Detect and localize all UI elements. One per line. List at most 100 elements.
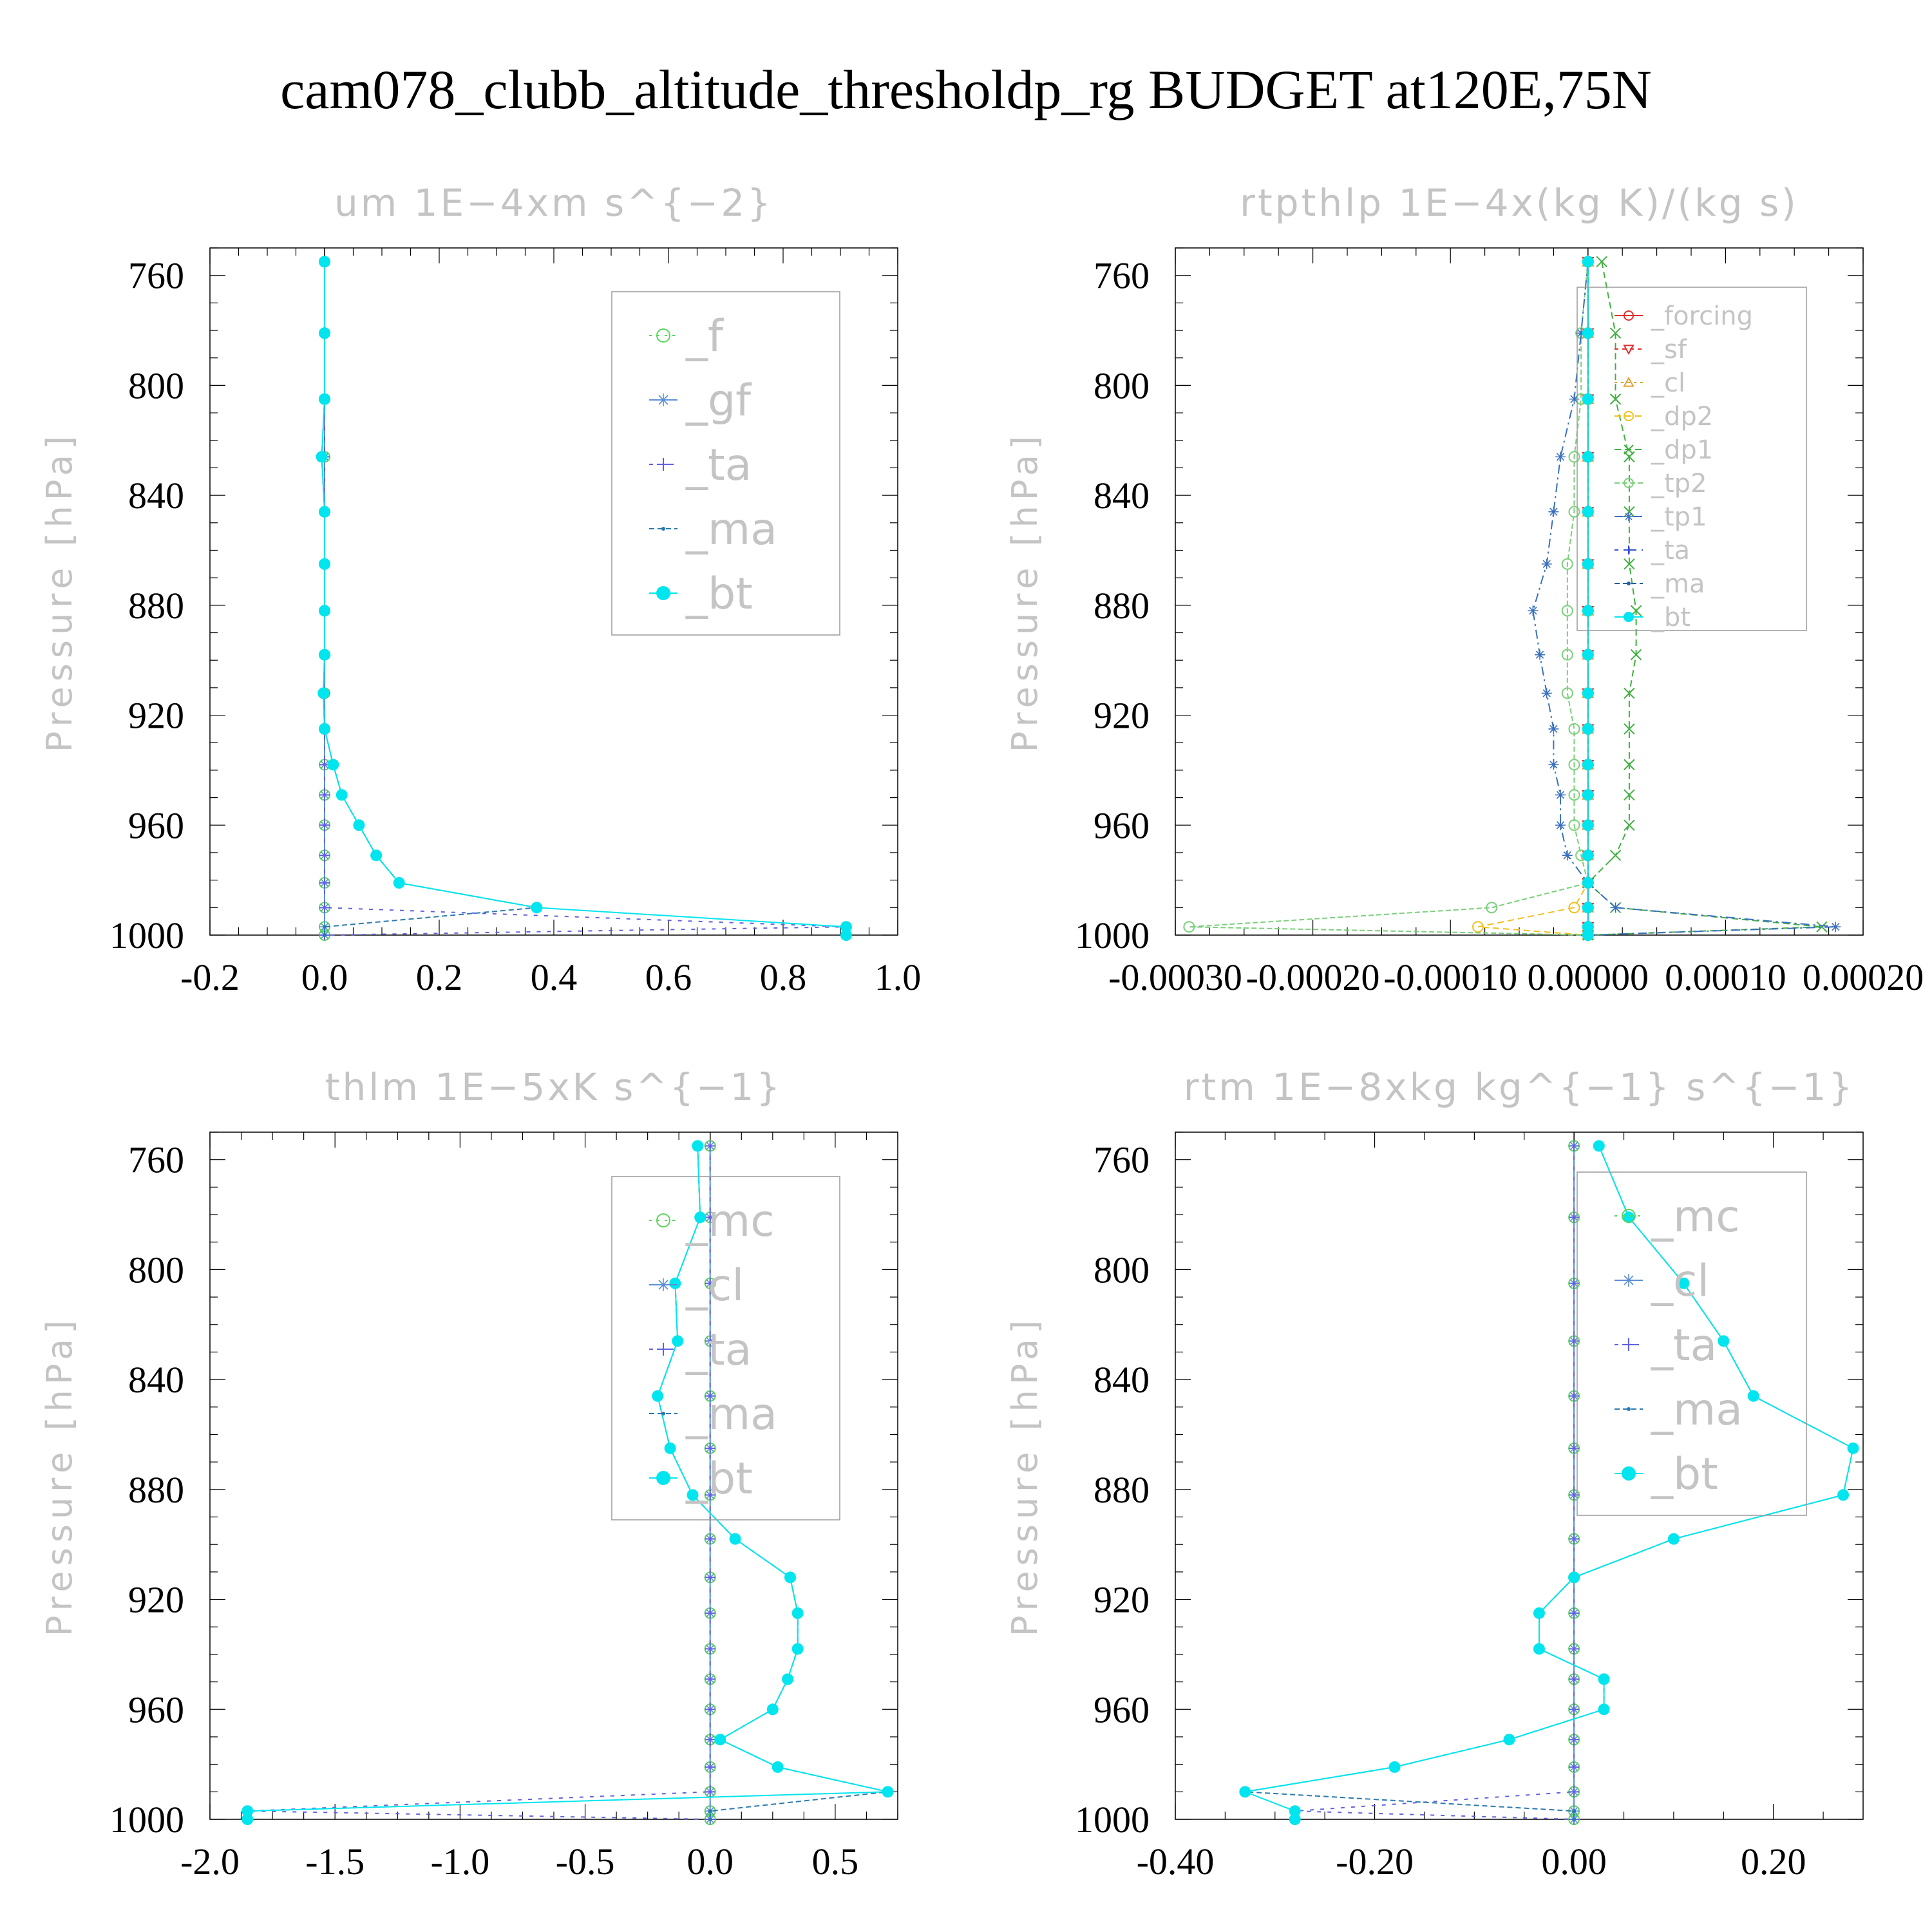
legend-box [611, 1176, 840, 1520]
data-point [1572, 1809, 1577, 1814]
y-tick-label: 1000 [109, 914, 184, 956]
y-tick-label: 1000 [109, 1799, 184, 1841]
data-point [317, 687, 330, 699]
data-point [1582, 819, 1594, 831]
x-tick-label: -0.2 [180, 956, 240, 998]
data-point [1582, 506, 1594, 518]
legend-label: _ma [1651, 569, 1705, 599]
data-point [531, 902, 543, 914]
data-point [705, 1336, 715, 1347]
x-tick-label: 0.00 [1541, 1841, 1607, 1882]
data-point [336, 789, 348, 801]
chart-panel-4: rtm 1E−8xkg kg^{−1} s^{−1} Pressure [hPa]… [1005, 1065, 1864, 1882]
data-point [1561, 558, 1573, 570]
y-tick-label: 880 [128, 1469, 184, 1511]
y-tick-label: 800 [128, 1249, 184, 1291]
y-tick-label: 920 [128, 695, 184, 737]
data-point [327, 759, 339, 771]
data-point [782, 1673, 794, 1685]
legend-label: _bt [685, 1454, 753, 1504]
data-point [319, 723, 330, 735]
legend-item: _ma [649, 1389, 777, 1440]
data-point [1568, 902, 1580, 914]
data-point [1667, 1533, 1680, 1545]
data-point [1548, 506, 1559, 517]
legend-marker [661, 527, 665, 531]
data-point [705, 1212, 715, 1223]
legend-label: _mc [1651, 1191, 1740, 1242]
data-point [882, 1786, 894, 1798]
data-point [393, 876, 405, 889]
y-axis-label: Pressure [hPa] [1005, 1315, 1045, 1636]
data-point [1183, 921, 1195, 933]
data-point [1718, 1335, 1730, 1347]
legend-item: _f [649, 311, 724, 362]
data-point [1535, 649, 1546, 660]
x-tick-label: 0.5 [812, 1841, 859, 1882]
legend-label: _cl [1651, 1256, 1709, 1307]
y-tick-label: 880 [1094, 585, 1150, 627]
data-point [840, 921, 852, 933]
legend-item: _ta [1615, 1320, 1717, 1371]
x-tick-label: 0.0 [301, 956, 348, 998]
data-point [1598, 1673, 1610, 1685]
data-point [1569, 1533, 1580, 1544]
data-point [1630, 649, 1642, 661]
y-tick-label: 920 [1094, 695, 1150, 737]
y-tick-label: 960 [1094, 804, 1150, 846]
legend-item: _mc [649, 1196, 775, 1247]
legend-box [611, 291, 840, 636]
legend-box [1577, 287, 1807, 631]
chart-panel-3: thlm 1E−5xK s^{−1} Pressure [hPa] -2.0 -1.5… [39, 1065, 898, 1882]
legend-label: _sf [1651, 335, 1687, 365]
legend-item: _bt [649, 1454, 753, 1504]
legend-item: _dp1 [1615, 435, 1713, 465]
x-tick-label: 0.4 [531, 956, 578, 998]
series-ta [1289, 1141, 1580, 1824]
legend-marker [656, 586, 670, 600]
x-tick-label: 0.00000 [1528, 956, 1649, 998]
legend-marker [1624, 310, 1634, 321]
data-point [1624, 789, 1635, 801]
legend-item: _ma [649, 504, 777, 555]
legend-label: _ma [685, 504, 777, 555]
data-point [705, 1490, 715, 1501]
data-point [1582, 921, 1594, 933]
data-point [319, 820, 330, 831]
data-point [1533, 1643, 1545, 1655]
legend-item: _tp1 [1615, 502, 1707, 532]
legend-marker [1624, 545, 1633, 554]
legend-item: _forcing [1615, 301, 1753, 331]
data-point [319, 327, 330, 339]
legend-marker [657, 1278, 670, 1291]
data-point [242, 1814, 254, 1825]
data-point [1568, 1571, 1580, 1584]
data-point [708, 1817, 712, 1821]
legend-marker [1627, 582, 1631, 585]
data-point [772, 1761, 784, 1773]
y-tick-label: 840 [128, 475, 184, 516]
data-point [1388, 1761, 1401, 1773]
data-point [1576, 328, 1587, 339]
y-tick-label: 1000 [1075, 1799, 1150, 1841]
legend-label: _ta [685, 1325, 752, 1376]
series-dp2 [1472, 256, 1594, 941]
y-tick-label: 760 [128, 1139, 184, 1181]
data-point [1568, 819, 1580, 831]
data-point [705, 1761, 715, 1772]
y-tick-label: 800 [1094, 1249, 1150, 1291]
series-tp2 [1183, 256, 1594, 941]
chart-panel-2: rtpthlp 1E−4x(kg K)/(kg s) Pressure [hPa]… [1005, 181, 1924, 998]
data-point [1582, 789, 1594, 801]
data-point [784, 1571, 797, 1584]
legend-label: _mc [685, 1196, 775, 1247]
panel-title: thlm 1E−5xK s^{−1} [325, 1065, 783, 1109]
y-tick-label: 920 [128, 1579, 184, 1621]
data-point [1503, 1734, 1515, 1746]
legend-label: _f [685, 311, 724, 362]
data-point [1561, 687, 1573, 699]
data-point [1569, 393, 1580, 404]
data-point [1582, 393, 1594, 405]
x-tick-label: 0.8 [760, 956, 807, 998]
y-tick-label: 800 [128, 365, 184, 406]
